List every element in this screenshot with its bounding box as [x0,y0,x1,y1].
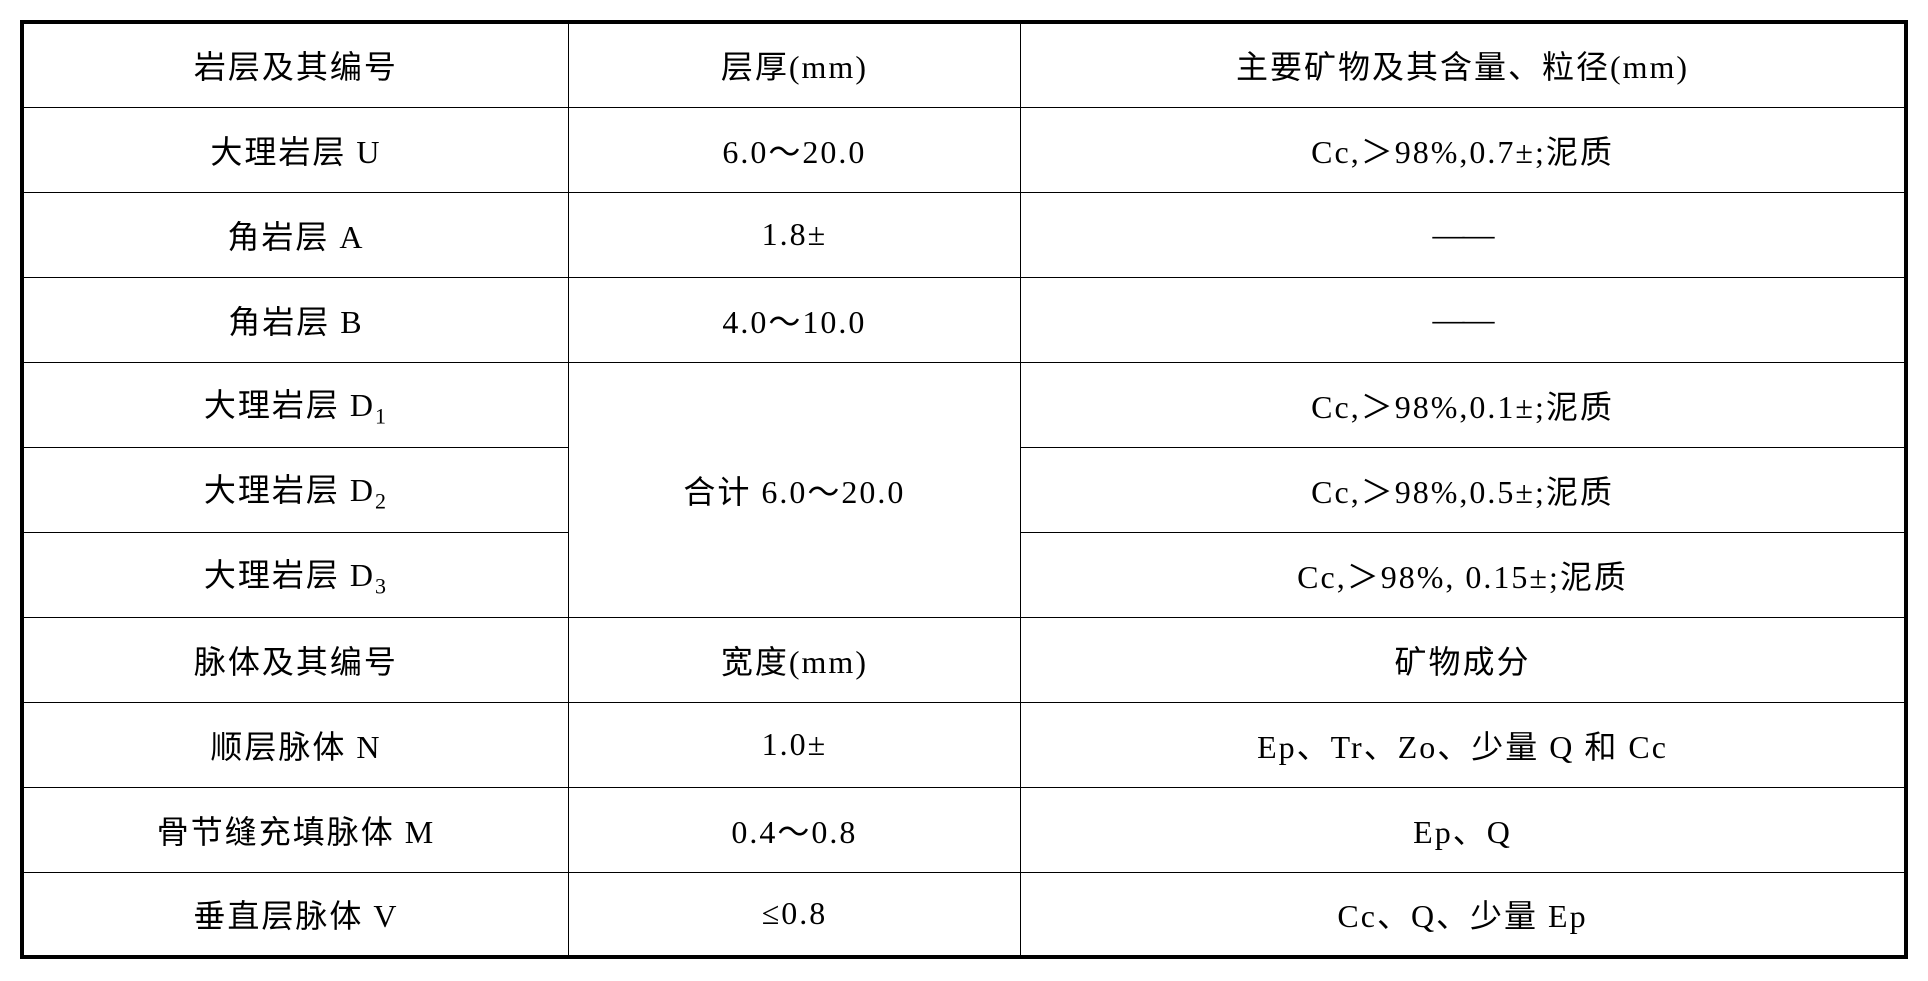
table-row: 顺层脉体 N 1.0± Ep、Tr、Zo、少量 Q 和 Cc [22,702,1906,787]
header-cell: 矿物成分 [1021,617,1906,702]
width-cell: ≤0.8 [568,872,1020,957]
header-cell: 脉体及其编号 [22,617,568,702]
layer-name-cell: 角岩层 B [22,277,568,362]
thickness-cell: 1.8± [568,192,1020,277]
thickness-cell: 6.0～20.0 [568,107,1020,192]
table-header-row-2: 脉体及其编号 宽度(mm) 矿物成分 [22,617,1906,702]
thickness-merged-cell: 合计 6.0～20.0 [568,362,1020,617]
table-row: 大理岩层 U 6.0～20.0 Cc,＞98%,0.7±;泥质 [22,107,1906,192]
table-row: 垂直层脉体 V ≤0.8 Cc、Q、少量 Ep [22,872,1906,957]
width-cell: 1.0± [568,702,1020,787]
mineral-cell: —— [1021,277,1906,362]
table-row: 角岩层 A 1.8± —— [22,192,1906,277]
vein-name-cell: 骨节缝充填脉体 M [22,787,568,872]
layer-name-cell: 角岩层 A [22,192,568,277]
thickness-cell: 4.0～10.0 [568,277,1020,362]
rock-layer-table: 岩层及其编号 层厚(mm) 主要矿物及其含量、粒径(mm) 大理岩层 U 6.0… [20,20,1908,959]
mineral-cell: Cc,＞98%,0.1±;泥质 [1021,362,1906,447]
header-cell: 宽度(mm) [568,617,1020,702]
vein-name-cell: 垂直层脉体 V [22,872,568,957]
rock-layer-table-container: 岩层及其编号 层厚(mm) 主要矿物及其含量、粒径(mm) 大理岩层 U 6.0… [20,20,1908,959]
width-cell: 0.4～0.8 [568,787,1020,872]
header-cell: 层厚(mm) [568,22,1020,107]
header-cell: 岩层及其编号 [22,22,568,107]
table-header-row-1: 岩层及其编号 层厚(mm) 主要矿物及其含量、粒径(mm) [22,22,1906,107]
mineral-cell: Cc,＞98%, 0.15±;泥质 [1021,532,1906,617]
layer-name-cell: 大理岩层 U [22,107,568,192]
header-cell: 主要矿物及其含量、粒径(mm) [1021,22,1906,107]
mineral-comp-cell: Ep、Tr、Zo、少量 Q 和 Cc [1021,702,1906,787]
mineral-cell: —— [1021,192,1906,277]
mineral-cell: Cc,＞98%,0.7±;泥质 [1021,107,1906,192]
vein-name-cell: 顺层脉体 N [22,702,568,787]
mineral-cell: Cc,＞98%,0.5±;泥质 [1021,447,1906,532]
table-row: 骨节缝充填脉体 M 0.4～0.8 Ep、Q [22,787,1906,872]
mineral-comp-cell: Ep、Q [1021,787,1906,872]
table-row: 大理岩层 D1 合计 6.0～20.0 Cc,＞98%,0.1±;泥质 [22,362,1906,447]
layer-name-cell: 大理岩层 D2 [22,447,568,532]
layer-name-cell: 大理岩层 D1 [22,362,568,447]
layer-name-cell: 大理岩层 D3 [22,532,568,617]
table-row: 角岩层 B 4.0～10.0 —— [22,277,1906,362]
mineral-comp-cell: Cc、Q、少量 Ep [1021,872,1906,957]
